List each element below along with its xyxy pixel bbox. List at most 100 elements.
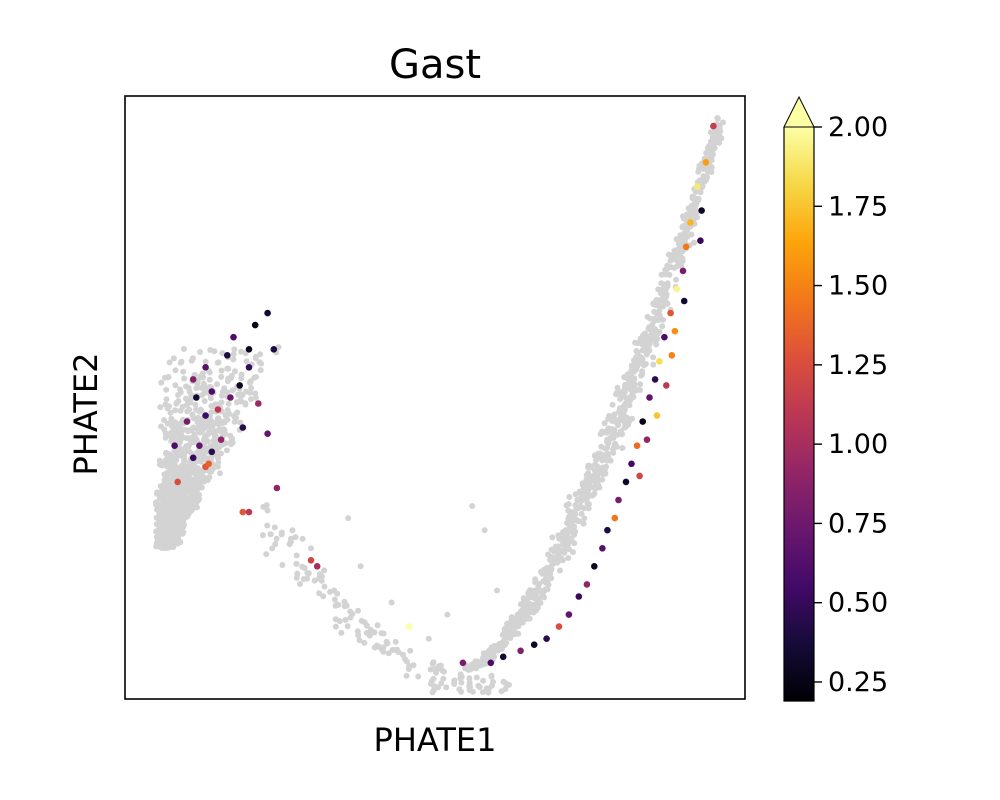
background-point — [543, 576, 549, 582]
background-point — [659, 272, 665, 278]
data-point — [669, 352, 676, 359]
background-point — [617, 405, 623, 411]
colorbar-gradient — [784, 127, 814, 701]
background-point — [279, 532, 285, 538]
colorbar: 0.250.500.751.001.251.501.752.00 — [784, 97, 888, 701]
background-point — [205, 477, 211, 483]
background-point — [546, 582, 552, 588]
background-point — [566, 513, 572, 519]
background-point — [609, 426, 615, 432]
data-point — [460, 660, 467, 667]
background-point — [219, 393, 225, 399]
background-point — [532, 595, 538, 601]
colorbar-extend-arrow — [784, 97, 814, 127]
background-point — [521, 606, 527, 612]
background-point — [631, 394, 637, 400]
background-point — [260, 532, 266, 538]
data-point — [698, 207, 705, 214]
background-point — [272, 541, 278, 547]
background-point — [248, 378, 254, 384]
background-point — [407, 648, 413, 654]
background-point — [586, 481, 592, 487]
background-point — [627, 386, 633, 392]
background-point — [645, 314, 651, 320]
data-point — [171, 442, 178, 449]
background-point — [170, 486, 176, 492]
background-point — [708, 145, 714, 151]
background-point — [165, 374, 171, 380]
background-point — [157, 404, 163, 410]
background-point — [666, 252, 672, 258]
background-point — [215, 443, 221, 449]
data-point — [683, 244, 690, 251]
background-point — [157, 536, 163, 542]
background-point — [513, 621, 519, 627]
background-point — [564, 502, 570, 508]
background-point — [714, 115, 720, 121]
background-point — [244, 358, 250, 364]
background-point — [184, 408, 190, 414]
background-point — [343, 617, 349, 623]
background-point — [294, 575, 300, 581]
background-point — [566, 494, 572, 500]
background-point — [620, 417, 626, 423]
background-point — [181, 346, 187, 352]
background-point — [547, 566, 553, 572]
background-point — [359, 618, 365, 624]
background-point — [222, 431, 228, 437]
background-point — [646, 339, 652, 345]
background-point — [404, 673, 410, 679]
background-point — [231, 356, 237, 362]
background-point — [229, 373, 235, 379]
background-point — [188, 508, 194, 514]
background-point — [402, 656, 408, 662]
background-point — [162, 493, 168, 499]
background-point — [258, 367, 264, 373]
background-point — [684, 227, 690, 233]
background-point — [345, 515, 351, 521]
background-point — [264, 523, 270, 529]
colorbar-tick-label: 1.00 — [828, 429, 888, 460]
background-point — [600, 456, 606, 462]
background-point — [169, 460, 175, 466]
background-point — [384, 639, 390, 645]
background-point — [279, 562, 285, 568]
background-point — [238, 398, 244, 404]
background-point — [605, 416, 611, 422]
background-point — [337, 618, 343, 624]
x-axis-label: PHATE1 — [374, 721, 497, 759]
background-point — [581, 521, 587, 527]
background-point — [474, 675, 480, 681]
background-point — [181, 376, 187, 382]
background-point — [208, 395, 214, 401]
background-point — [389, 600, 395, 606]
background-point — [274, 536, 280, 542]
background-point — [154, 507, 160, 513]
background-point — [172, 434, 178, 440]
background-point — [693, 211, 699, 217]
background-point — [619, 445, 625, 451]
background-point — [367, 633, 373, 639]
background-point — [545, 552, 551, 558]
background-point — [169, 453, 175, 459]
background-point — [601, 466, 607, 472]
colorbar-tick-label: 0.25 — [828, 667, 888, 698]
background-point — [539, 594, 545, 600]
background-point — [439, 667, 445, 673]
background-point — [467, 680, 473, 686]
background-point — [179, 465, 185, 471]
background-point — [231, 346, 237, 352]
background-point — [173, 367, 179, 373]
background-point — [186, 486, 192, 492]
background-point — [617, 396, 623, 402]
colorbar-ticks: 0.250.500.751.001.251.501.752.00 — [814, 112, 888, 698]
background-point — [332, 597, 338, 603]
background-point — [566, 535, 572, 541]
background-point — [218, 374, 224, 380]
data-point — [406, 623, 413, 630]
background-point — [589, 493, 595, 499]
background-point — [232, 412, 238, 418]
background-point — [230, 440, 236, 446]
background-point — [650, 354, 656, 360]
background-point — [185, 447, 191, 453]
